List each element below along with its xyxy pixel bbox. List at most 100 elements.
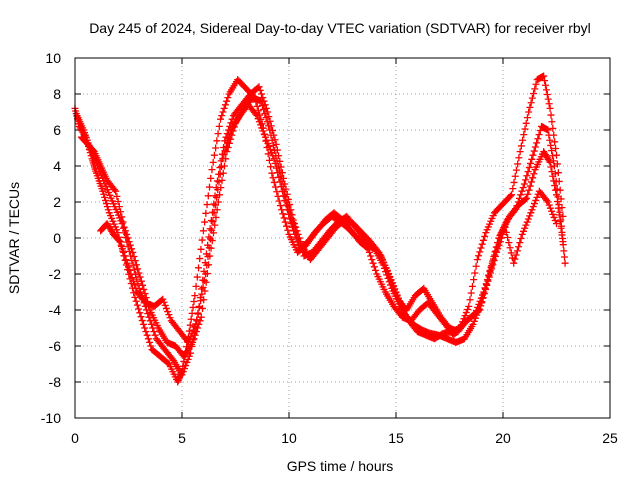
data-point: [523, 114, 531, 122]
data-point: [195, 264, 203, 272]
data-point: [160, 298, 168, 306]
data-point: [528, 94, 536, 102]
data-point: [200, 296, 208, 304]
data-point: [204, 253, 212, 261]
data-point: [389, 283, 397, 291]
data-point: [533, 193, 541, 201]
data-point: [546, 104, 554, 112]
data-point: [212, 213, 220, 221]
data-point: [136, 273, 144, 281]
data-point: [194, 310, 202, 318]
data-point: [276, 178, 284, 186]
data-point: [213, 137, 221, 145]
data-point: [255, 118, 263, 126]
data-point: [146, 338, 154, 346]
data-point: [518, 187, 526, 195]
data-point: [140, 285, 148, 293]
data-point: [527, 178, 535, 186]
data-point: [147, 320, 155, 328]
data-point: [264, 139, 272, 147]
data-point: [137, 313, 145, 321]
data-point: [544, 198, 552, 206]
data-point: [266, 126, 274, 134]
data-point: [179, 368, 187, 376]
data-point: [292, 234, 300, 242]
data-point: [554, 169, 562, 177]
data-point: [205, 244, 213, 252]
data-point: [472, 262, 480, 270]
data-point: [506, 244, 514, 252]
data-point: [525, 108, 533, 116]
data-point: [120, 248, 128, 256]
data-point: [291, 230, 299, 238]
data-point: [529, 174, 537, 182]
data-point: [159, 295, 167, 303]
data-point: [207, 217, 215, 225]
data-point: [151, 331, 159, 339]
data-point: [522, 176, 530, 184]
data-point: [555, 211, 563, 219]
data-point: [484, 277, 492, 285]
data-point: [546, 158, 554, 166]
series-trace-2: [73, 83, 569, 379]
data-point: [549, 210, 557, 218]
y-tick-label: 8: [53, 86, 61, 102]
data-point: [553, 220, 560, 228]
data-point: [515, 154, 523, 162]
data-point: [549, 172, 557, 180]
data-point: [127, 270, 135, 278]
data-point: [549, 124, 557, 132]
data-point: [187, 332, 195, 340]
data-point: [552, 186, 560, 194]
data-point: [116, 238, 124, 246]
data-point: [521, 125, 529, 133]
data-point: [392, 289, 400, 297]
data-point: [186, 335, 194, 343]
data-point: [548, 168, 556, 176]
data-point: [496, 238, 504, 246]
data-point: [512, 251, 520, 259]
data-point: [211, 201, 219, 209]
data-point: [161, 301, 169, 309]
data-point: [104, 206, 112, 214]
x-tick-label: 15: [388, 430, 404, 446]
data-point: [516, 239, 524, 247]
data-point: [523, 194, 531, 202]
data-point: [481, 232, 489, 240]
data-point: [506, 192, 514, 200]
series-trace-3: [77, 94, 567, 361]
data-point: [495, 241, 503, 249]
data-point: [279, 187, 287, 195]
data-point: [363, 244, 371, 252]
data-point: [517, 191, 525, 199]
data-point: [135, 269, 143, 277]
data-point: [559, 212, 567, 220]
data-point: [547, 141, 555, 149]
data-point: [141, 324, 149, 332]
data-point: [504, 233, 512, 241]
data-point: [482, 285, 490, 293]
data-point: [381, 261, 389, 269]
series-trace-4: [97, 101, 560, 346]
data-point: [266, 146, 274, 154]
data-point: [215, 178, 223, 186]
data-point: [529, 203, 537, 211]
data-point: [510, 178, 518, 186]
data-point: [178, 371, 186, 379]
data-point: [515, 243, 523, 251]
data-points: [71, 72, 569, 386]
data-point: [195, 303, 203, 311]
data-point: [382, 264, 390, 272]
data-point: [556, 218, 564, 226]
data-point: [260, 130, 268, 138]
data-point: [546, 204, 554, 212]
data-point: [144, 310, 152, 318]
data-point: [550, 213, 558, 221]
data-point: [387, 277, 395, 285]
data-point: [499, 230, 507, 238]
data-point: [198, 236, 206, 244]
data-point: [267, 163, 275, 171]
data-point: [120, 223, 128, 231]
x-tick-label: 10: [281, 430, 297, 446]
data-point: [466, 296, 474, 304]
